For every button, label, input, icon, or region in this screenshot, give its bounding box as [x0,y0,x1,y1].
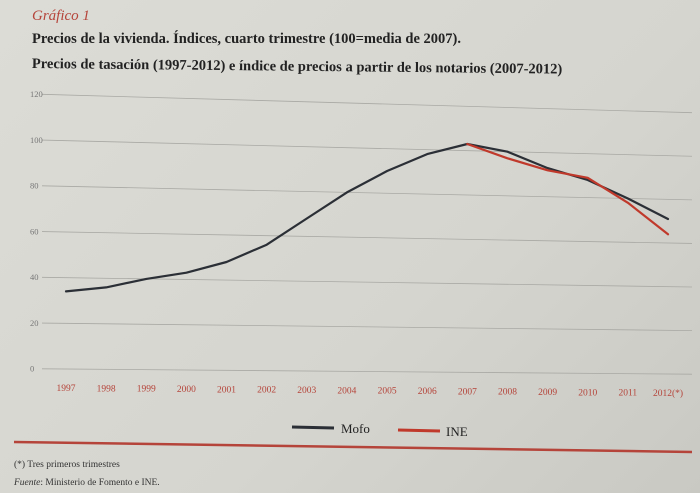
footnote: (*) Tres primeros trimestres [14,460,120,470]
source-label: Fuente [14,478,41,488]
y-tick-label: 60 [30,226,39,236]
x-tick-label: 2003 [297,386,316,396]
series-lines [64,142,670,293]
grid-line-120 [41,93,693,114]
grid-line-60 [41,231,693,244]
grid-lines [41,93,693,375]
x-tick-label: 2002 [257,386,276,396]
x-tick-label: 2004 [337,386,356,396]
x-tick-label: 2012(*) [653,388,683,399]
x-tick-label: 1999 [137,385,156,395]
series-line-mofo [64,142,670,293]
y-tick-label: 120 [30,89,43,99]
x-tick-labels: 1997 1998 1999 2000 2001 2002 2003 2004 2005 2006… [57,384,684,399]
chart-title: Precios de la vivienda. Índices, cuarto … [32,31,461,47]
x-tick-label: 2005 [378,387,397,397]
grid-line-20 [41,322,693,332]
y-tick-label: 0 [30,364,34,374]
grid-line-100 [41,139,693,157]
legend-label-mofo: Mofo [341,421,370,436]
x-tick-label: 2008 [498,388,517,398]
x-tick-label: 1998 [97,384,116,394]
x-tick-label: 2000 [177,385,196,395]
x-tick-label: 2006 [418,387,437,397]
y-tick-label: 20 [30,318,39,328]
bottom-separator [13,440,693,454]
legend-swatch-mofo [291,425,335,430]
y-tick-label: 80 [30,181,39,191]
y-tick-labels: 0 20 40 60 80 100 120 [30,89,43,374]
legend-swatch-ine [397,428,441,433]
grid-line-80 [41,185,693,201]
y-tick-label: 100 [30,135,43,145]
x-tick-label: 2001 [217,385,236,395]
source-text: : Ministerio de Fomento e INE. [40,478,160,488]
series-line-ine [466,142,670,236]
grid-line-0 [41,368,693,375]
x-tick-label: 1997 [57,384,76,394]
legend: Mofo INE [291,421,468,439]
x-tick-label: 2011 [619,389,638,399]
y-tick-label: 40 [30,272,39,282]
x-tick-label: 2010 [578,388,597,398]
legend-label-ine: INE [446,424,468,439]
grid-line-40 [41,276,693,288]
source-note: Fuente: Ministerio de Fomento e INE. [14,478,160,488]
x-tick-label: 2007 [458,387,477,397]
figure-label: Gráfico 1 [32,8,90,24]
x-tick-label: 2009 [538,388,557,398]
